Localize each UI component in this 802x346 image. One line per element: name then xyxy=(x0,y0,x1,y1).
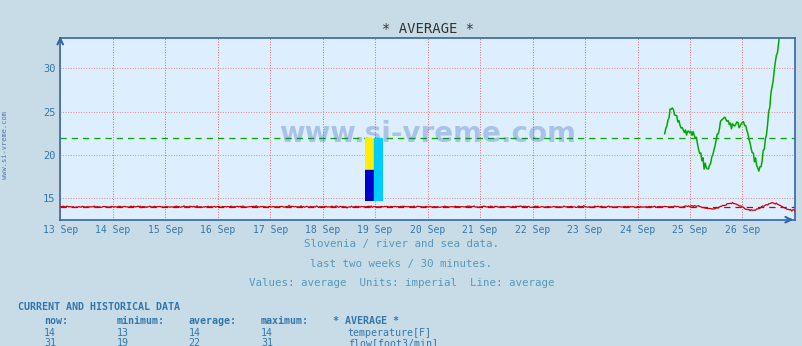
Text: minimum:: minimum: xyxy=(116,316,164,326)
Text: now:: now: xyxy=(44,316,68,326)
Text: * AVERAGE *: * AVERAGE * xyxy=(333,316,399,326)
Text: 14: 14 xyxy=(188,328,200,338)
Text: 31: 31 xyxy=(44,338,56,346)
Bar xyxy=(374,138,383,170)
Text: 31: 31 xyxy=(261,338,273,346)
Text: average:: average: xyxy=(188,316,237,326)
Bar xyxy=(365,170,374,201)
Text: last two weeks / 30 minutes.: last two weeks / 30 minutes. xyxy=(310,259,492,269)
Text: 22: 22 xyxy=(188,338,200,346)
Text: CURRENT AND HISTORICAL DATA: CURRENT AND HISTORICAL DATA xyxy=(18,302,180,312)
Text: 13: 13 xyxy=(116,328,128,338)
Text: maximum:: maximum: xyxy=(261,316,309,326)
Title: * AVERAGE *: * AVERAGE * xyxy=(381,21,473,36)
Text: www.si-vreme.com: www.si-vreme.com xyxy=(279,120,575,148)
Text: Slovenia / river and sea data.: Slovenia / river and sea data. xyxy=(304,239,498,249)
Text: 14: 14 xyxy=(261,328,273,338)
Text: 19: 19 xyxy=(116,338,128,346)
Text: www.si-vreme.com: www.si-vreme.com xyxy=(2,111,8,179)
Text: 14: 14 xyxy=(44,328,56,338)
Bar xyxy=(365,138,374,170)
Text: temperature[F]: temperature[F] xyxy=(347,328,431,338)
Text: flow[foot3/min]: flow[foot3/min] xyxy=(347,338,437,346)
Bar xyxy=(374,170,383,201)
Text: Values: average  Units: imperial  Line: average: Values: average Units: imperial Line: av… xyxy=(249,279,553,289)
